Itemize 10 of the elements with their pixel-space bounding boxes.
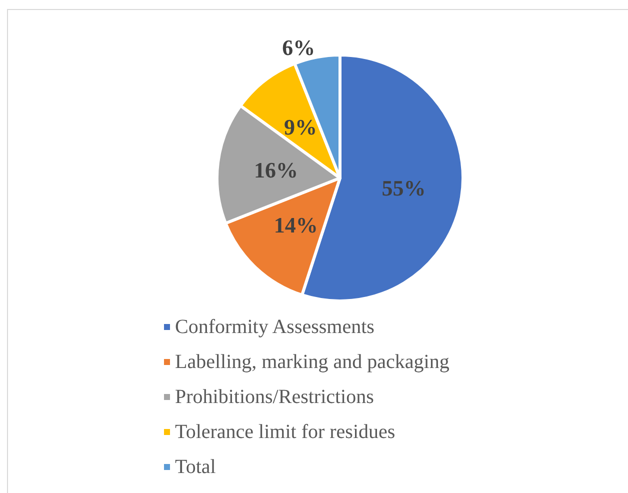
legend-label: Total: [175, 456, 216, 478]
data-label: 9%: [284, 114, 317, 140]
legend-label: Conformity Assessments: [175, 316, 375, 338]
legend-label: Tolerance limit for residues: [175, 421, 396, 443]
legend-label: Prohibitions/Restrictions: [175, 386, 374, 408]
data-label: 55%: [382, 176, 426, 201]
data-label: 6%: [282, 34, 316, 60]
data-label: 14%: [274, 212, 318, 238]
legend-label: Labelling, marking and packaging: [175, 351, 450, 373]
data-label: 16%: [254, 157, 298, 182]
